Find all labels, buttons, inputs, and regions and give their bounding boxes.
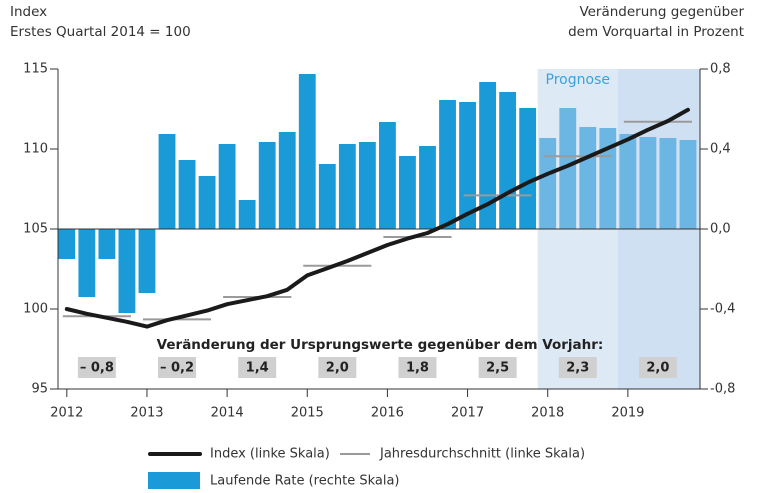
annotation-value: 2,3 [566, 361, 589, 376]
bar [358, 142, 376, 229]
annotation-value: 2,0 [326, 361, 349, 376]
y-tick-label: 95 [31, 382, 48, 397]
x-tick-label: 2014 [211, 406, 244, 421]
bar [479, 82, 497, 229]
y-tick-label: 100 [23, 302, 48, 317]
bar [298, 74, 316, 229]
y2-tick-label: 0,0 [710, 222, 731, 237]
annotation-box [638, 357, 677, 378]
annotation-box [238, 357, 277, 378]
bar [318, 164, 336, 229]
bar [198, 176, 216, 229]
x-tick-label: 2015 [291, 406, 324, 421]
y2-axis-label: Veränderung gegenüber [579, 4, 744, 20]
bar [399, 156, 416, 229]
bar [419, 146, 436, 229]
bar [178, 160, 196, 229]
bar [118, 229, 136, 313]
bar [659, 138, 677, 229]
bar [258, 142, 276, 229]
annotation-value: 2,5 [486, 361, 509, 376]
bar [158, 134, 176, 229]
annotation-box [318, 357, 357, 378]
bar [499, 92, 517, 229]
x-tick-label: 2019 [611, 406, 644, 421]
x-tick-label: 2017 [451, 406, 484, 421]
legend-label: Jahresdurchschnitt (linke Skala) [379, 447, 585, 462]
annotation-box [158, 357, 197, 378]
annotation-value: – 0,2 [160, 361, 194, 376]
annotation-box [398, 357, 437, 378]
y-tick-label: 115 [23, 62, 48, 77]
bar [639, 137, 657, 229]
y2-tick-label: -0,8 [710, 382, 735, 397]
bar [338, 144, 356, 229]
legend-label: Laufende Rate (rechte Skala) [210, 474, 400, 489]
bar [559, 108, 577, 229]
bar [58, 229, 76, 259]
bar [78, 229, 96, 297]
y-axis-label: Erstes Quartal 2014 = 100 [10, 24, 191, 40]
annotation-value: – 0,8 [80, 361, 114, 376]
bar [519, 108, 537, 229]
annotation-box [558, 357, 597, 378]
x-tick-label: 2016 [371, 406, 404, 421]
legend-swatch [148, 472, 200, 489]
index-line [64, 107, 690, 329]
bar [439, 100, 456, 229]
bar [619, 134, 637, 229]
y2-tick-label: -0,4 [710, 302, 735, 317]
legend-label: Index (linke Skala) [210, 447, 330, 462]
x-tick-label: 2018 [531, 406, 564, 421]
bar [379, 122, 396, 229]
bar [679, 140, 697, 229]
annotation-value: 1,8 [406, 361, 429, 376]
annotation-value: 2,0 [646, 361, 669, 376]
bar [98, 229, 116, 259]
y-tick-label: 105 [23, 222, 48, 237]
y-axis-label: Index [10, 4, 47, 20]
x-tick-label: 2012 [50, 406, 83, 421]
y2-tick-label: 0,4 [710, 142, 731, 157]
x-tick-label: 2013 [130, 406, 163, 421]
annotation-box [478, 357, 517, 378]
y-tick-label: 110 [23, 142, 48, 157]
bar [138, 229, 156, 293]
bar [218, 144, 236, 229]
annotation-value: 1,4 [246, 361, 269, 376]
bar [539, 138, 557, 229]
bar [278, 132, 296, 229]
annotation-title: Veränderung der Ursprungswerte gegenüber… [157, 337, 604, 353]
bar [579, 127, 597, 229]
y2-tick-label: 0,8 [710, 62, 731, 77]
bar [459, 102, 476, 229]
forecast-label: Prognose [546, 72, 610, 88]
annotation-box [77, 357, 116, 378]
y2-axis-label: dem Vorquartal in Prozent [568, 24, 744, 40]
bar [238, 200, 256, 229]
bar [599, 128, 617, 229]
